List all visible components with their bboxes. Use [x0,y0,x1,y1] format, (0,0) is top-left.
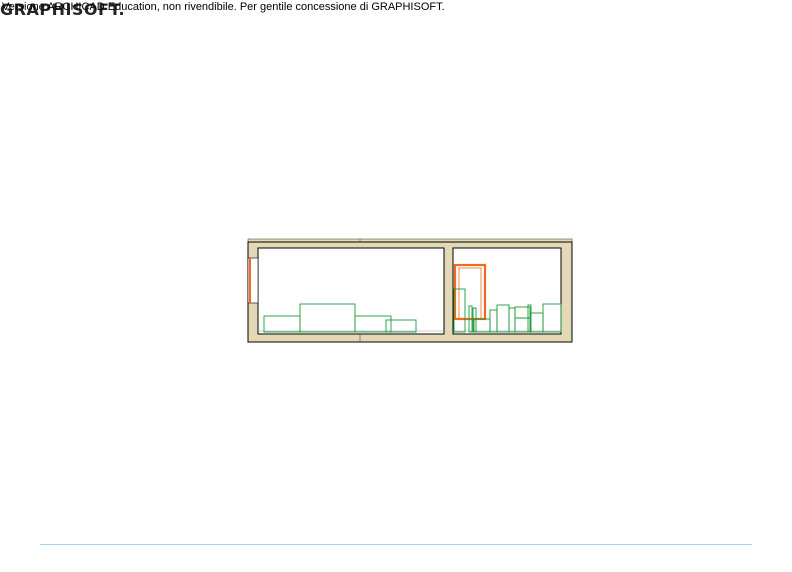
window-opening [247,257,259,304]
education-watermark: Versione ARCHICAD Education, non rivendi… [2,1,445,13]
furniture-right [453,288,562,333]
section-drawing [247,238,573,343]
footer-rule [40,544,752,545]
door-leaf [458,267,482,320]
furniture-left [263,303,417,333]
